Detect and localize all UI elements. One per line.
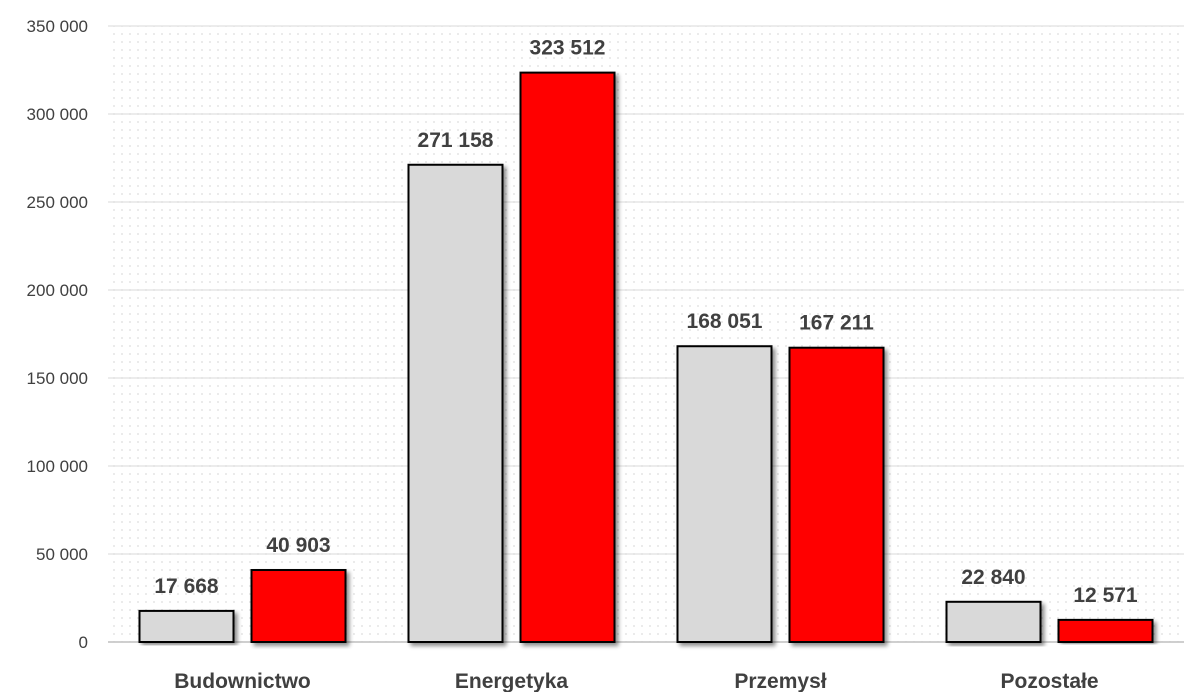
y-tick-label: 150 000 [27,369,88,388]
bar-energetyka-series-1 [407,163,504,643]
y-tick-label: 100 000 [27,457,88,476]
bar-budownictwo-series-1 [138,609,235,643]
plot-area [108,26,1184,642]
data-labels: 17 668 40 903 271 158 323 512 168 051 167 211… [154,37,1138,607]
bars [138,71,1154,644]
bar-energetyka-series-2 [519,71,616,643]
bar-budownictwo-series-2 [250,569,347,644]
y-axis: 0 50 000 100 000 150 000 200 000 250 000 300 0… [27,17,88,652]
y-tick-label: 0 [79,633,88,652]
data-label: 271 158 [418,129,494,152]
data-label: 323 512 [530,37,606,60]
data-label: 17 668 [154,575,219,598]
data-label: 22 840 [961,566,1025,589]
x-category-label: Budownictwo [174,670,310,692]
bar-przemysł-series-1 [676,345,773,643]
data-label: 168 051 [687,310,763,333]
y-tick-label: 350 000 [27,17,88,36]
y-tick-label: 200 000 [27,281,88,300]
y-tick-label: 250 000 [27,193,88,212]
y-tick-label: 300 000 [27,105,88,124]
x-axis: Budownictwo Energetyka Przemysł Pozostałe [174,670,1098,692]
data-label: 40 903 [266,534,330,557]
bar-pozostałe-series-1 [945,600,1042,643]
data-label: 167 211 [799,312,874,335]
data-label: 12 571 [1073,584,1138,607]
x-category-label: Pozostałe [1000,670,1098,692]
y-tick-label: 50 000 [36,545,88,564]
x-category-label: Przemysł [734,670,826,692]
x-category-label: Energetyka [455,670,569,692]
bar-przemysł-series-2 [788,346,885,643]
bar-pozostałe-series-2 [1057,618,1154,644]
